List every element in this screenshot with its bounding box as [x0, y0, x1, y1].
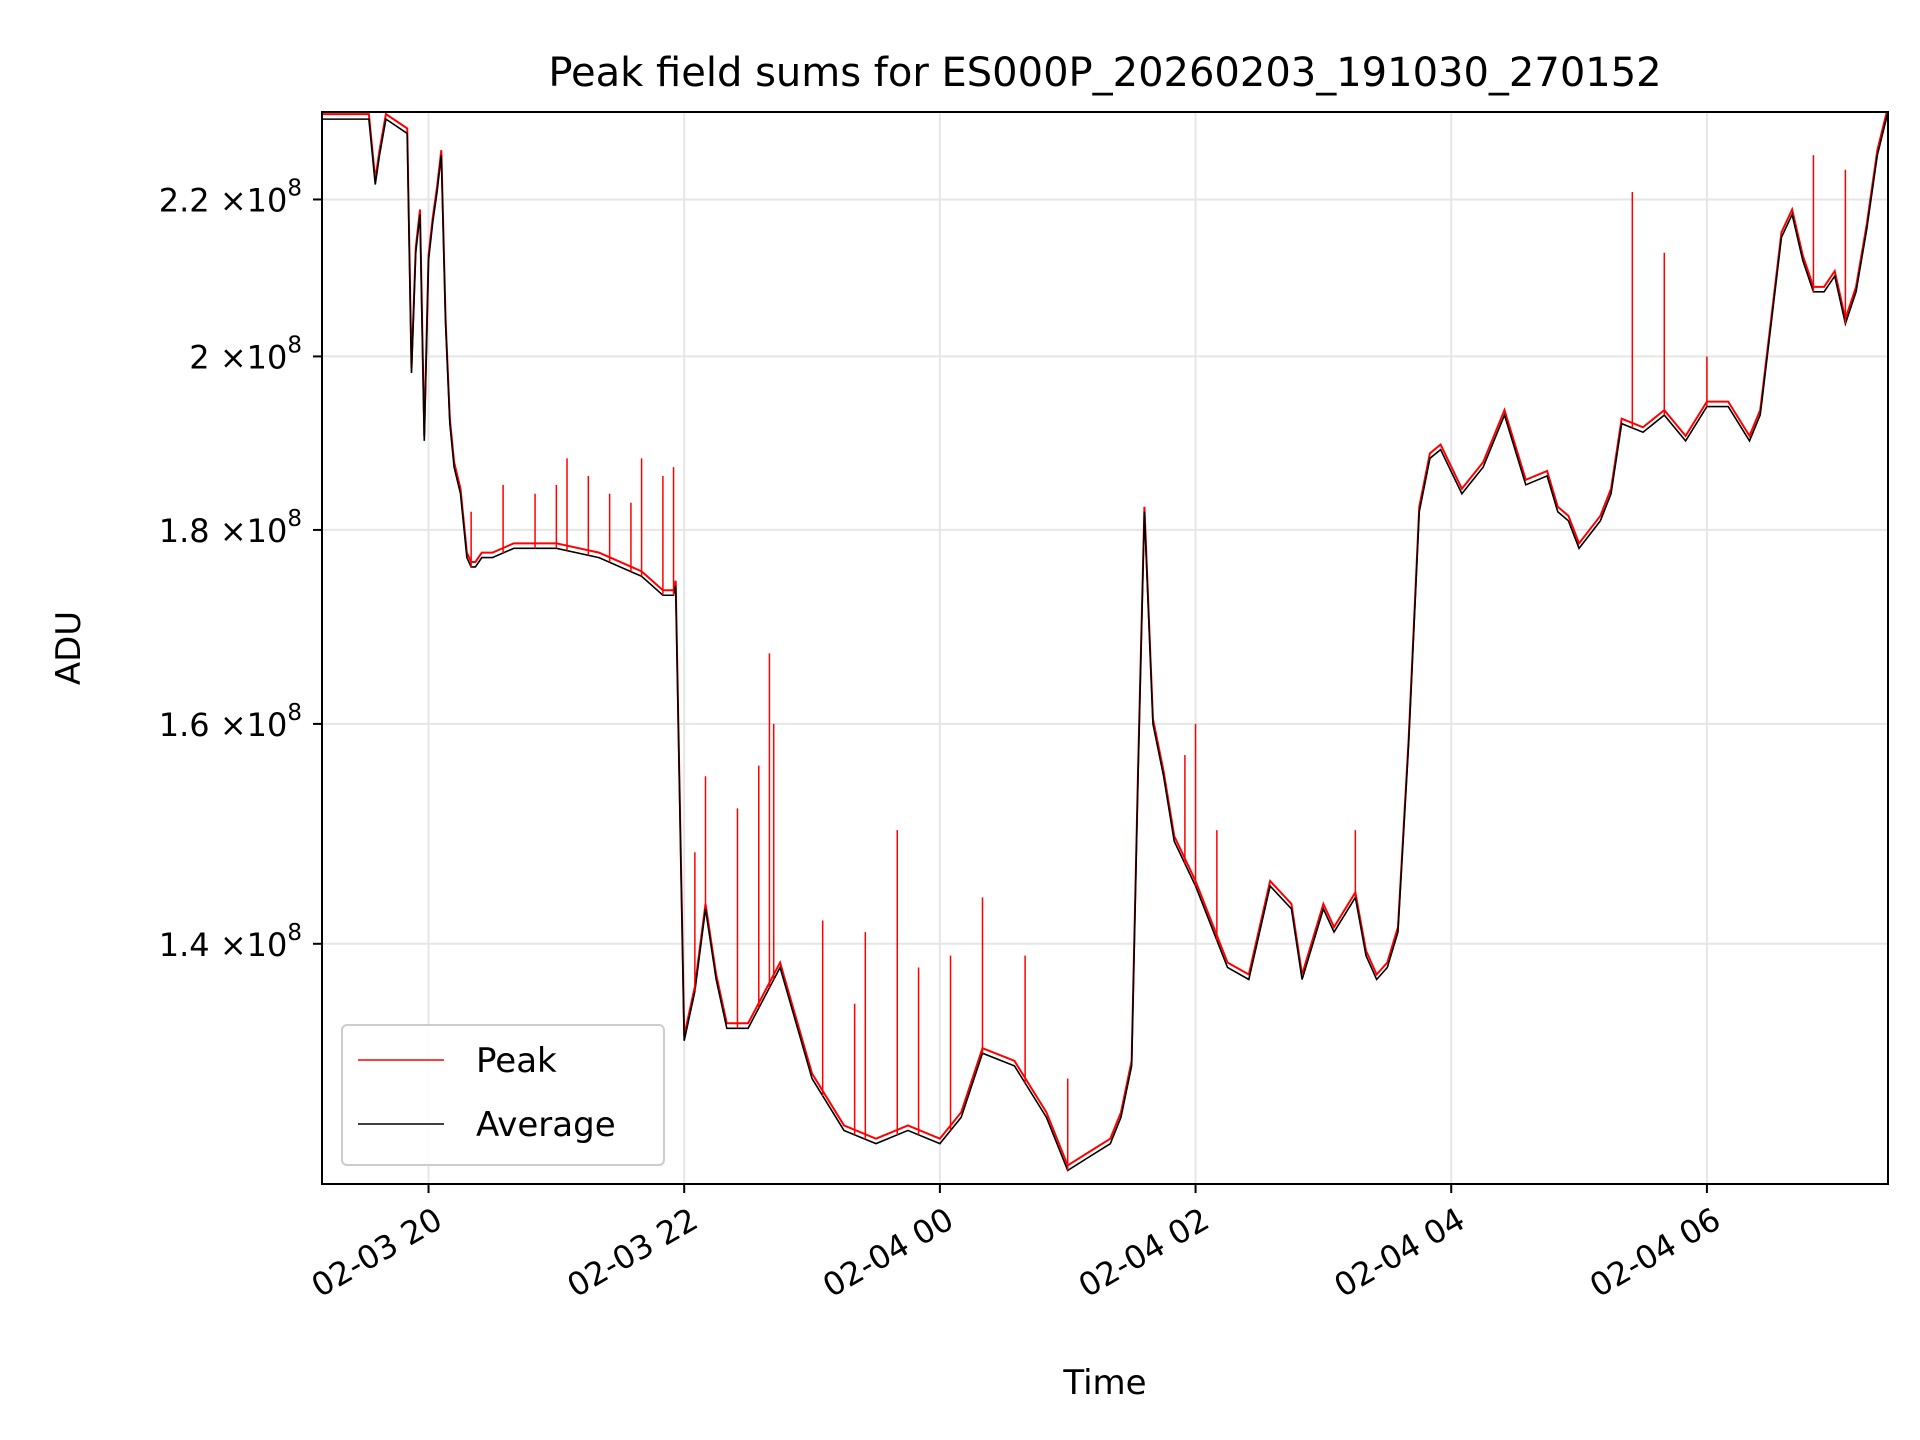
y-axis-label: ADU: [49, 611, 89, 685]
axes-frame: [321, 111, 1889, 1185]
x-tick-label: 02-04 06: [1583, 1200, 1727, 1305]
x-tick-label: 02-04 04: [1328, 1200, 1472, 1305]
y-tick-label: 1.4 ×108: [159, 920, 302, 964]
y-tick-label: 1.8 ×108: [159, 506, 302, 550]
y-tick-label: 1.6 ×108: [159, 700, 302, 744]
y-tick-label: 2.2 ×108: [159, 175, 302, 219]
legend: Peak Average: [341, 1024, 665, 1166]
x-tick-label: 02-03 22: [561, 1200, 705, 1305]
x-tick-label: 02-04 00: [816, 1200, 960, 1305]
x-tick-label: 02-03 20: [305, 1200, 449, 1305]
x-tick-label: 02-04 02: [1072, 1200, 1216, 1305]
legend-label-average: Average: [476, 1105, 616, 1145]
x-axis-label: Time: [1062, 1363, 1146, 1403]
y-tick-label: 2 ×108: [189, 332, 302, 376]
grid-lines: [322, 112, 1888, 1184]
legend-label-peak: Peak: [476, 1041, 557, 1081]
series-line-peak: [322, 112, 1888, 1167]
chart-title: Peak field sums for ES000P_20260203_1910…: [548, 50, 1661, 96]
plot-area: [322, 112, 1888, 1172]
series-line-average: [322, 112, 1888, 1172]
